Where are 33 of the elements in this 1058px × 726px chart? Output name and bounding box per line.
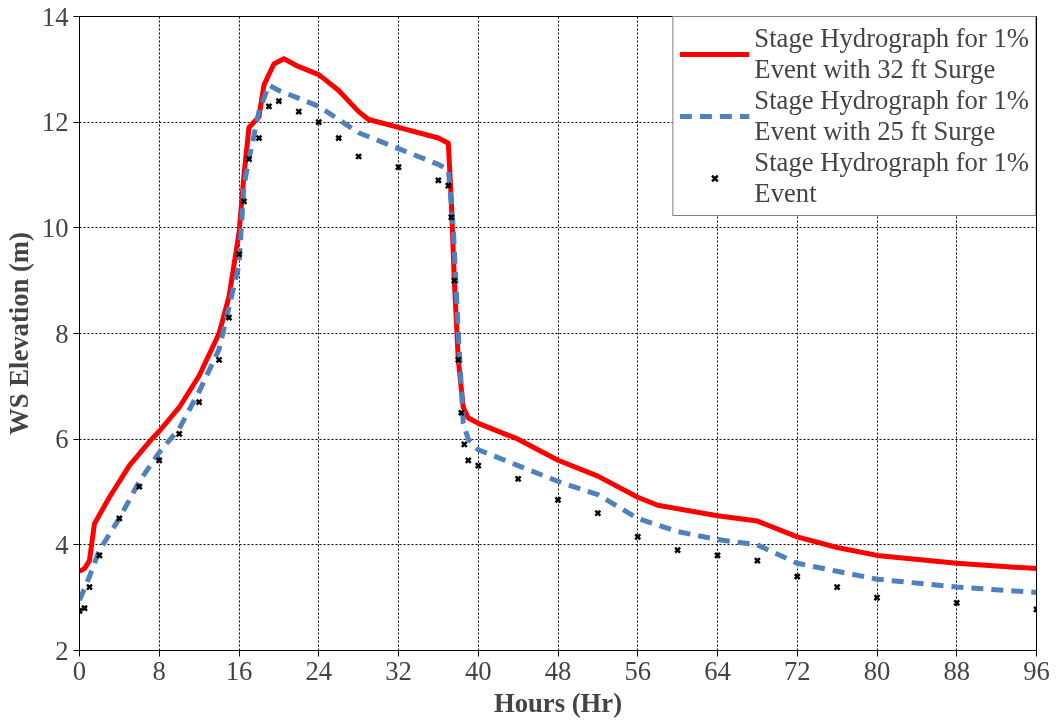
x-tick-label: 0 [72, 655, 87, 686]
x-tick-label: 96 [1023, 655, 1050, 686]
legend-label: Stage Hydrograph for 1% Event [754, 147, 1029, 209]
y-tick-label: 14 [41, 1, 69, 32]
x-tick-label: 64 [704, 655, 731, 686]
x-tick-label: 48 [544, 655, 572, 686]
x-tick-label: 80 [863, 655, 891, 686]
x-tick-label: 40 [464, 655, 492, 686]
y-tick-label: 2 [55, 635, 69, 666]
y-tick-label: 10 [41, 212, 69, 243]
point [225, 313, 233, 322]
y-tick-label: 8 [55, 318, 69, 349]
x-tick-label: 72 [783, 655, 811, 686]
y-axis-title: WS Elevation (m) [3, 232, 34, 435]
point [240, 197, 248, 206]
x-axis-title: Hours (Hr) [493, 687, 623, 718]
x-tick-label: 88 [943, 655, 971, 686]
y-tick-label: 4 [55, 529, 69, 560]
x-tick-label: 8 [152, 655, 166, 686]
x-tick-label: 56 [624, 655, 652, 686]
point [673, 546, 682, 554]
legend-label: Stage Hydrograph for 1% Event with 32 ft Surge [754, 23, 1029, 85]
point [873, 593, 881, 602]
legend-label: Stage Hydrograph for 1% Event with 25 ft Surge [754, 85, 1029, 147]
y-tick-label: 12 [41, 107, 69, 138]
x-tick-label: 16 [225, 655, 253, 686]
x-tick-label: 24 [305, 655, 333, 686]
point [80, 604, 89, 612]
x-tick-label: 32 [385, 655, 412, 686]
y-tick-label: 6 [55, 424, 69, 455]
point [85, 583, 94, 591]
point [334, 134, 343, 142]
point [394, 163, 403, 171]
